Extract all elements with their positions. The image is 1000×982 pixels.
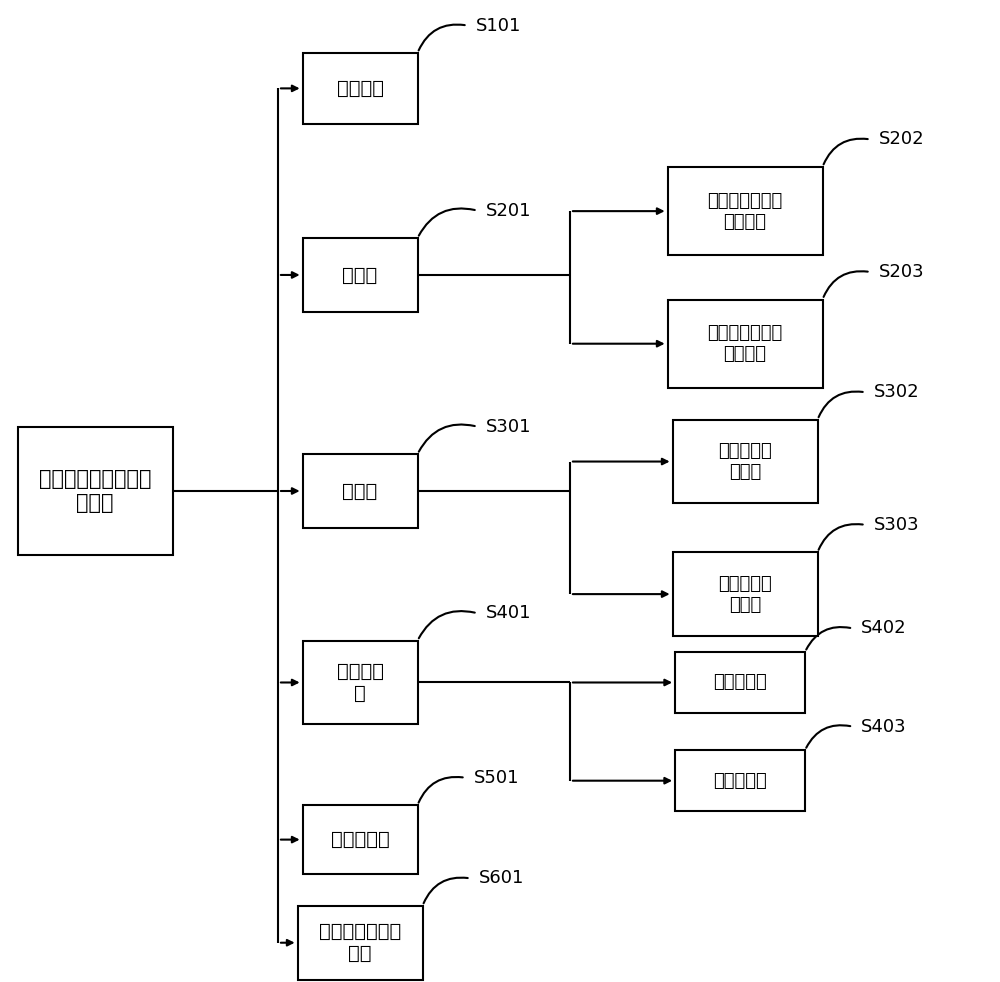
Text: 输入张量并行模
式迭代器: 输入张量并行模 式迭代器: [707, 191, 783, 231]
FancyBboxPatch shape: [668, 300, 822, 388]
FancyBboxPatch shape: [302, 239, 418, 312]
FancyBboxPatch shape: [298, 905, 422, 980]
Text: 计算器: 计算器: [342, 481, 378, 501]
Text: 并行模式搜索空间构
造系统: 并行模式搜索空间构 造系统: [39, 469, 151, 513]
Text: 逻辑算子计
算引擎: 逻辑算子计 算引擎: [718, 442, 772, 481]
FancyBboxPatch shape: [302, 53, 418, 124]
FancyBboxPatch shape: [675, 750, 805, 811]
FancyBboxPatch shape: [302, 805, 418, 874]
Text: S301: S301: [486, 417, 531, 436]
Text: S403: S403: [861, 718, 907, 736]
Text: S202: S202: [879, 131, 924, 148]
FancyBboxPatch shape: [302, 641, 418, 725]
Text: S402: S402: [861, 620, 907, 637]
Text: 张量转换
器: 张量转换 器: [336, 662, 384, 703]
Text: 合法并行模式添
加器: 合法并行模式添 加器: [319, 922, 401, 963]
Text: 张量合并器: 张量合并器: [713, 674, 767, 691]
Text: S302: S302: [874, 383, 919, 402]
Text: 张量切分器: 张量切分器: [713, 772, 767, 790]
FancyBboxPatch shape: [672, 552, 818, 636]
Text: S501: S501: [474, 769, 519, 787]
Text: S201: S201: [486, 201, 531, 220]
FancyBboxPatch shape: [672, 420, 818, 503]
Text: S203: S203: [879, 263, 924, 281]
Text: 初始化器: 初始化器: [336, 79, 384, 98]
FancyBboxPatch shape: [668, 167, 822, 255]
Text: S401: S401: [486, 604, 531, 623]
Text: S101: S101: [476, 17, 521, 34]
FancyBboxPatch shape: [302, 455, 418, 528]
Text: 迭代器: 迭代器: [342, 265, 378, 285]
Text: S303: S303: [874, 516, 919, 534]
Text: 输出张量并行模
式迭代器: 输出张量并行模 式迭代器: [707, 324, 783, 363]
Text: S601: S601: [479, 869, 524, 888]
Text: 物理算子计
算引擎: 物理算子计 算引擎: [718, 574, 772, 614]
FancyBboxPatch shape: [18, 427, 173, 555]
FancyBboxPatch shape: [675, 652, 805, 713]
Text: 张量对比器: 张量对比器: [331, 830, 389, 849]
